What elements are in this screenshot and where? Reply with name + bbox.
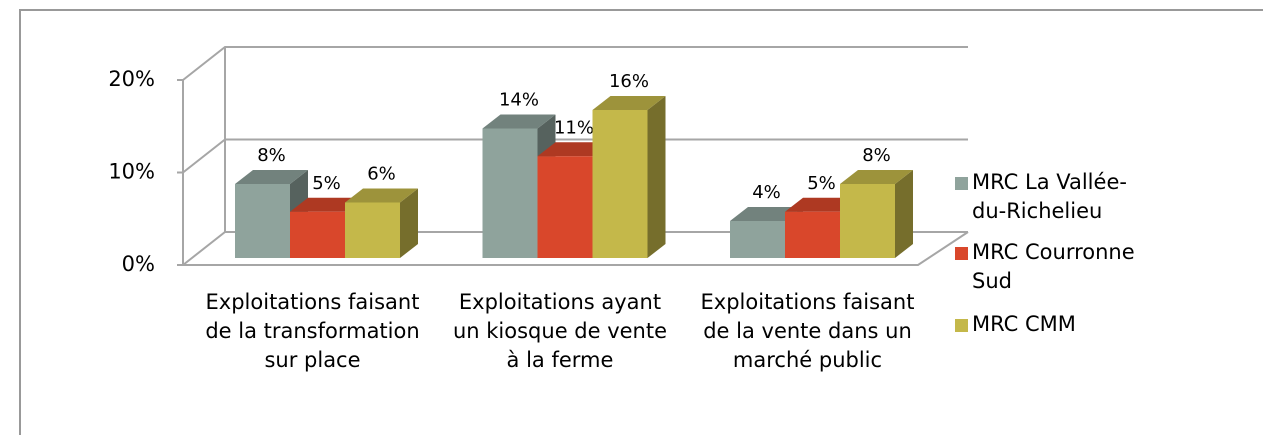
legend-label: MRC La Vallée-du-Richelieu bbox=[972, 170, 1127, 223]
bar-top bbox=[730, 207, 803, 221]
value-label: 14% bbox=[499, 90, 539, 111]
value-label: 4% bbox=[752, 182, 781, 203]
bar bbox=[345, 202, 400, 258]
bar bbox=[537, 156, 593, 258]
bar bbox=[840, 184, 895, 258]
value-label: 8% bbox=[257, 145, 286, 166]
bar bbox=[290, 211, 345, 258]
bar bbox=[592, 110, 648, 258]
x-tick-label: Exploitations ayant un kiosque de vente … bbox=[452, 290, 668, 372]
bar-top bbox=[345, 188, 418, 203]
bar bbox=[235, 184, 290, 258]
y-tick-label: 20% bbox=[108, 67, 155, 91]
bar bbox=[730, 221, 785, 258]
y-tick-label: 10% bbox=[108, 160, 155, 184]
value-label: 16% bbox=[609, 71, 649, 92]
floor-edge bbox=[183, 231, 969, 266]
x-tick-label: Exploitations faisant de la transformati… bbox=[205, 290, 420, 372]
grid-line bbox=[182, 46, 968, 81]
legend-label: MRC Courronne Sud bbox=[972, 240, 1135, 293]
bar-top bbox=[592, 96, 666, 110]
frame bbox=[19, 9, 1263, 435]
bar-side bbox=[895, 170, 913, 258]
value-label: 11% bbox=[554, 117, 594, 138]
value-label: 5% bbox=[807, 173, 836, 194]
grid-line bbox=[182, 231, 968, 266]
bar bbox=[785, 211, 840, 258]
bar-side bbox=[400, 188, 418, 258]
bar-top bbox=[235, 170, 308, 184]
bar-top bbox=[537, 142, 611, 157]
legend-swatch bbox=[955, 319, 968, 332]
legend-swatch bbox=[955, 247, 968, 260]
bar-top bbox=[290, 197, 363, 212]
bar-top bbox=[840, 170, 913, 184]
grid-line bbox=[182, 138, 968, 174]
value-label: 8% bbox=[862, 145, 891, 166]
x-tick-label: Exploitations faisant de la vente dans u… bbox=[700, 290, 915, 372]
bar-top bbox=[482, 114, 556, 129]
value-label: 5% bbox=[312, 173, 341, 194]
legend-swatch bbox=[955, 177, 968, 190]
y-tick-label: 0% bbox=[122, 252, 155, 276]
bar bbox=[482, 128, 538, 258]
bar-top bbox=[785, 197, 858, 212]
value-label: 6% bbox=[367, 164, 396, 185]
bar-side bbox=[647, 96, 666, 258]
legend-label: MRC CMM bbox=[972, 312, 1076, 336]
